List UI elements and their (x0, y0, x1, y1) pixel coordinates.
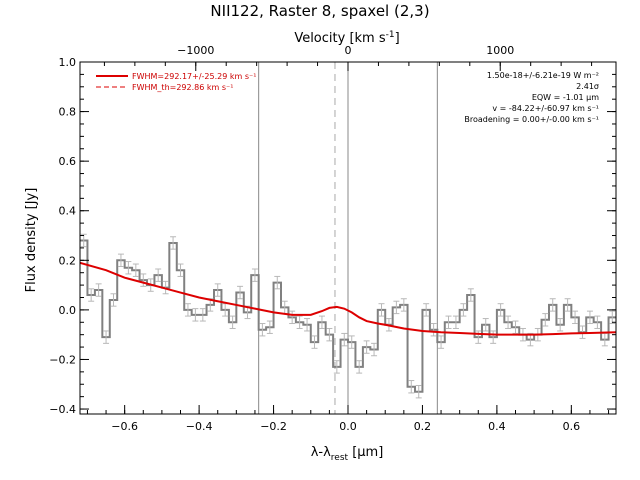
annotation-eqw: EQW = -1.01 μm (532, 93, 599, 102)
error-bar (348, 335, 355, 349)
error-bar (311, 335, 318, 349)
annotation-sigma: 2.41σ (576, 82, 599, 91)
y-tick-label: 1.0 (59, 56, 77, 69)
top-axis-label-end: ] (395, 31, 400, 46)
x-tick-label: −0.6 (111, 420, 138, 433)
legend-fwhm: FWHM=292.17+/-25.29 km s⁻¹ (132, 72, 256, 81)
error-bar (170, 236, 177, 250)
error-bar (482, 318, 489, 332)
error-bar (497, 303, 504, 317)
error-bar (110, 293, 117, 307)
error-bar (229, 315, 236, 329)
error-bar (430, 323, 437, 337)
error-bar (505, 315, 512, 329)
x-tick-label: −0.4 (186, 420, 213, 433)
error-bar (266, 320, 273, 334)
error-bar (586, 310, 593, 325)
x-axis-label-unit: [μm] (348, 445, 383, 460)
x-tick-label: 0.6 (563, 420, 581, 433)
y-tick-label: 0.2 (59, 254, 77, 267)
error-bar (542, 313, 549, 327)
annotation-flux: 1.50e-18+/-6.21e-19 W m⁻² (487, 71, 599, 80)
top-axis-label-base: Velocity [km s (294, 31, 386, 46)
x-tick-label: 0.0 (339, 420, 357, 433)
error-bar (155, 268, 162, 282)
y-tick-label: 0.6 (59, 155, 77, 168)
y-tick-label: 0.4 (59, 205, 77, 218)
y-axis-label: Flux density [Jy] (24, 188, 39, 293)
top-tick-label: 0 (345, 44, 352, 57)
error-bar (400, 298, 407, 312)
x-tick-label: 0.2 (414, 420, 432, 433)
error-bar (423, 303, 430, 317)
x-axis-label-base: λ-λ (311, 445, 331, 460)
legend-fwhm-th: FWHM_th=292.86 km s⁻¹ (132, 83, 233, 92)
error-bar (274, 275, 281, 290)
top-tick-label: 1000 (486, 44, 514, 57)
error-bar (460, 303, 467, 317)
error-bar (467, 288, 474, 302)
annotation-velocity: v = -84.22+/-60.97 km s⁻¹ (492, 104, 599, 113)
error-bar (549, 298, 556, 312)
error-bar (333, 360, 340, 374)
annotation-broadening: Broadening = 0.00+/-0.00 km s⁻¹ (464, 115, 599, 124)
error-bar (214, 283, 221, 297)
y-tick-label: −0.2 (49, 353, 76, 366)
error-bar (564, 298, 571, 312)
error-bar (259, 323, 266, 337)
y-tick-label: 0.8 (59, 106, 77, 119)
error-bar (609, 310, 616, 325)
top-axis-label: Velocity [km s-1] (294, 30, 399, 46)
error-bar (237, 285, 244, 300)
error-bar (572, 310, 579, 325)
error-bar (490, 330, 497, 344)
error-bar (557, 318, 564, 332)
top-tick-label: −1000 (177, 44, 214, 57)
error-bar (177, 263, 184, 277)
x-tick-label: 0.4 (488, 420, 506, 433)
error-bar (289, 310, 296, 325)
spectrum-histogram (80, 239, 616, 393)
y-tick-label: 0.0 (59, 304, 77, 317)
error-bar (415, 384, 422, 399)
error-bar (318, 315, 325, 329)
error-bar (117, 253, 124, 268)
chart-title: NII122, Raster 8, spaxel (2,3) (210, 2, 429, 20)
error-bar (363, 340, 370, 354)
error-bar (371, 342, 378, 357)
error-bar (408, 380, 415, 394)
error-bar (438, 335, 445, 349)
error-bar (125, 261, 132, 275)
error-bar (95, 283, 102, 297)
error-bar (341, 332, 348, 347)
error-bar (393, 300, 400, 315)
error-bar (80, 233, 87, 248)
x-axis-label-sub: rest (331, 453, 349, 463)
error-bar (88, 288, 95, 302)
error-bar (378, 303, 385, 317)
error-bar (326, 327, 333, 342)
error-bar (445, 315, 452, 329)
error-bar (304, 318, 311, 332)
error-bar (103, 330, 110, 344)
error-bar (199, 308, 206, 322)
error-bar (356, 360, 363, 374)
error-bar (140, 273, 147, 287)
error-bar (251, 268, 258, 282)
error-bar (192, 308, 199, 322)
error-bar (296, 315, 303, 329)
legend: FWHM=292.17+/-25.29 km s⁻¹ FWHM_th=292.8… (96, 72, 256, 92)
x-tick-label: −0.2 (260, 420, 287, 433)
error-bar (512, 320, 519, 334)
error-bar (594, 315, 601, 329)
fit-curve (80, 261, 616, 336)
error-bar (184, 303, 191, 317)
error-bar (132, 263, 139, 277)
top-axis-label-sup: -1 (386, 30, 395, 40)
annotations: 1.50e-18+/-6.21e-19 W m⁻² 2.41σ EQW = -1… (464, 71, 599, 124)
x-axis-label: λ-λrest [μm] (311, 445, 384, 463)
y-tick-label: −0.4 (49, 403, 76, 416)
error-bar (452, 315, 459, 329)
